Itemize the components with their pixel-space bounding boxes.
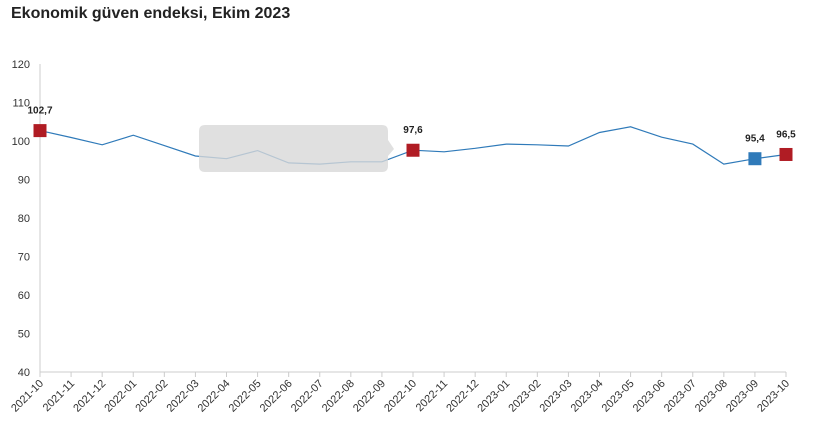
highlight-markers: 102,7 97,6 95,4 96,5: [27, 106, 796, 166]
x-tick-label: 2023-06: [631, 378, 668, 415]
y-tick-label: 80: [18, 213, 30, 225]
y-axis: 40 50 60 70 80 90 100 110 120: [12, 59, 41, 379]
x-tick-label: 2022-05: [227, 378, 264, 415]
x-tick-label: 2022-11: [414, 378, 450, 414]
data-point[interactable]: [597, 130, 602, 135]
y-tick-label: 100: [12, 136, 30, 148]
data-label: 102,7: [27, 106, 52, 117]
data-point[interactable]: [659, 135, 664, 140]
x-tick-label: 2023-10: [755, 378, 792, 415]
y-tick-label: 70: [18, 252, 30, 264]
highlight-marker[interactable]: [779, 147, 793, 161]
x-tick-label: 2023-04: [569, 378, 606, 415]
x-tick-label: 2023-09: [724, 378, 761, 415]
highlight-marker[interactable]: [406, 143, 420, 157]
data-point[interactable]: [504, 142, 509, 147]
data-point[interactable]: [535, 142, 540, 147]
x-tick-label: 2023-01: [475, 378, 512, 415]
data-point[interactable]: [690, 142, 695, 147]
x-tick-label: 2023-07: [662, 378, 699, 415]
data-label: 95,4: [745, 134, 765, 145]
x-tick-label: 2023-03: [538, 378, 575, 415]
tooltip: [199, 125, 394, 172]
x-tick-label: 2022-03: [165, 378, 202, 415]
x-tick-label: 2022-06: [258, 378, 295, 415]
x-tick-label: 2022-02: [133, 378, 170, 415]
y-tick-label: 60: [18, 290, 30, 302]
tooltip-box: [199, 125, 394, 172]
y-tick-label: 50: [18, 329, 30, 341]
data-point[interactable]: [162, 143, 167, 148]
data-point[interactable]: [442, 149, 447, 154]
data-point[interactable]: [69, 135, 74, 140]
y-tick-label: 110: [12, 98, 30, 110]
x-axis: 2021-102021-112021-122022-012022-022022-…: [9, 371, 792, 415]
data-point[interactable]: [628, 124, 633, 129]
highlight-marker[interactable]: [748, 152, 762, 166]
data-point[interactable]: [566, 144, 571, 149]
data-point[interactable]: [193, 154, 198, 159]
x-tick-label: 2023-05: [600, 378, 637, 415]
x-tick-label: 2022-01: [102, 378, 139, 415]
x-tick-label: 2022-12: [444, 378, 481, 415]
data-label: 97,6: [403, 125, 423, 136]
x-tick-label: 2022-09: [351, 378, 388, 415]
data-point[interactable]: [131, 133, 136, 138]
y-tick-label: 90: [18, 175, 30, 187]
x-tick-label: 2023-02: [506, 378, 543, 415]
highlight-marker[interactable]: [33, 124, 47, 138]
data-point[interactable]: [721, 162, 726, 167]
x-tick-label: 2022-08: [320, 378, 357, 415]
x-tick-label: 2022-04: [196, 378, 233, 415]
y-tick-label: 40: [18, 367, 30, 379]
x-tick-label: 2023-08: [693, 378, 730, 415]
y-tick-label: 120: [12, 59, 30, 71]
x-tick-label: 2021-10: [9, 378, 46, 415]
x-tick-label: 2021-12: [71, 378, 108, 415]
x-tick-label: 2021-11: [41, 378, 77, 414]
data-point[interactable]: [100, 142, 105, 147]
x-tick-label: 2022-10: [382, 378, 419, 415]
data-point[interactable]: [473, 146, 478, 151]
data-label: 96,5: [776, 129, 796, 140]
x-tick-label: 2022-07: [289, 378, 326, 415]
chart-title: Ekonomik güven endeksi, Ekim 2023: [11, 5, 291, 22]
